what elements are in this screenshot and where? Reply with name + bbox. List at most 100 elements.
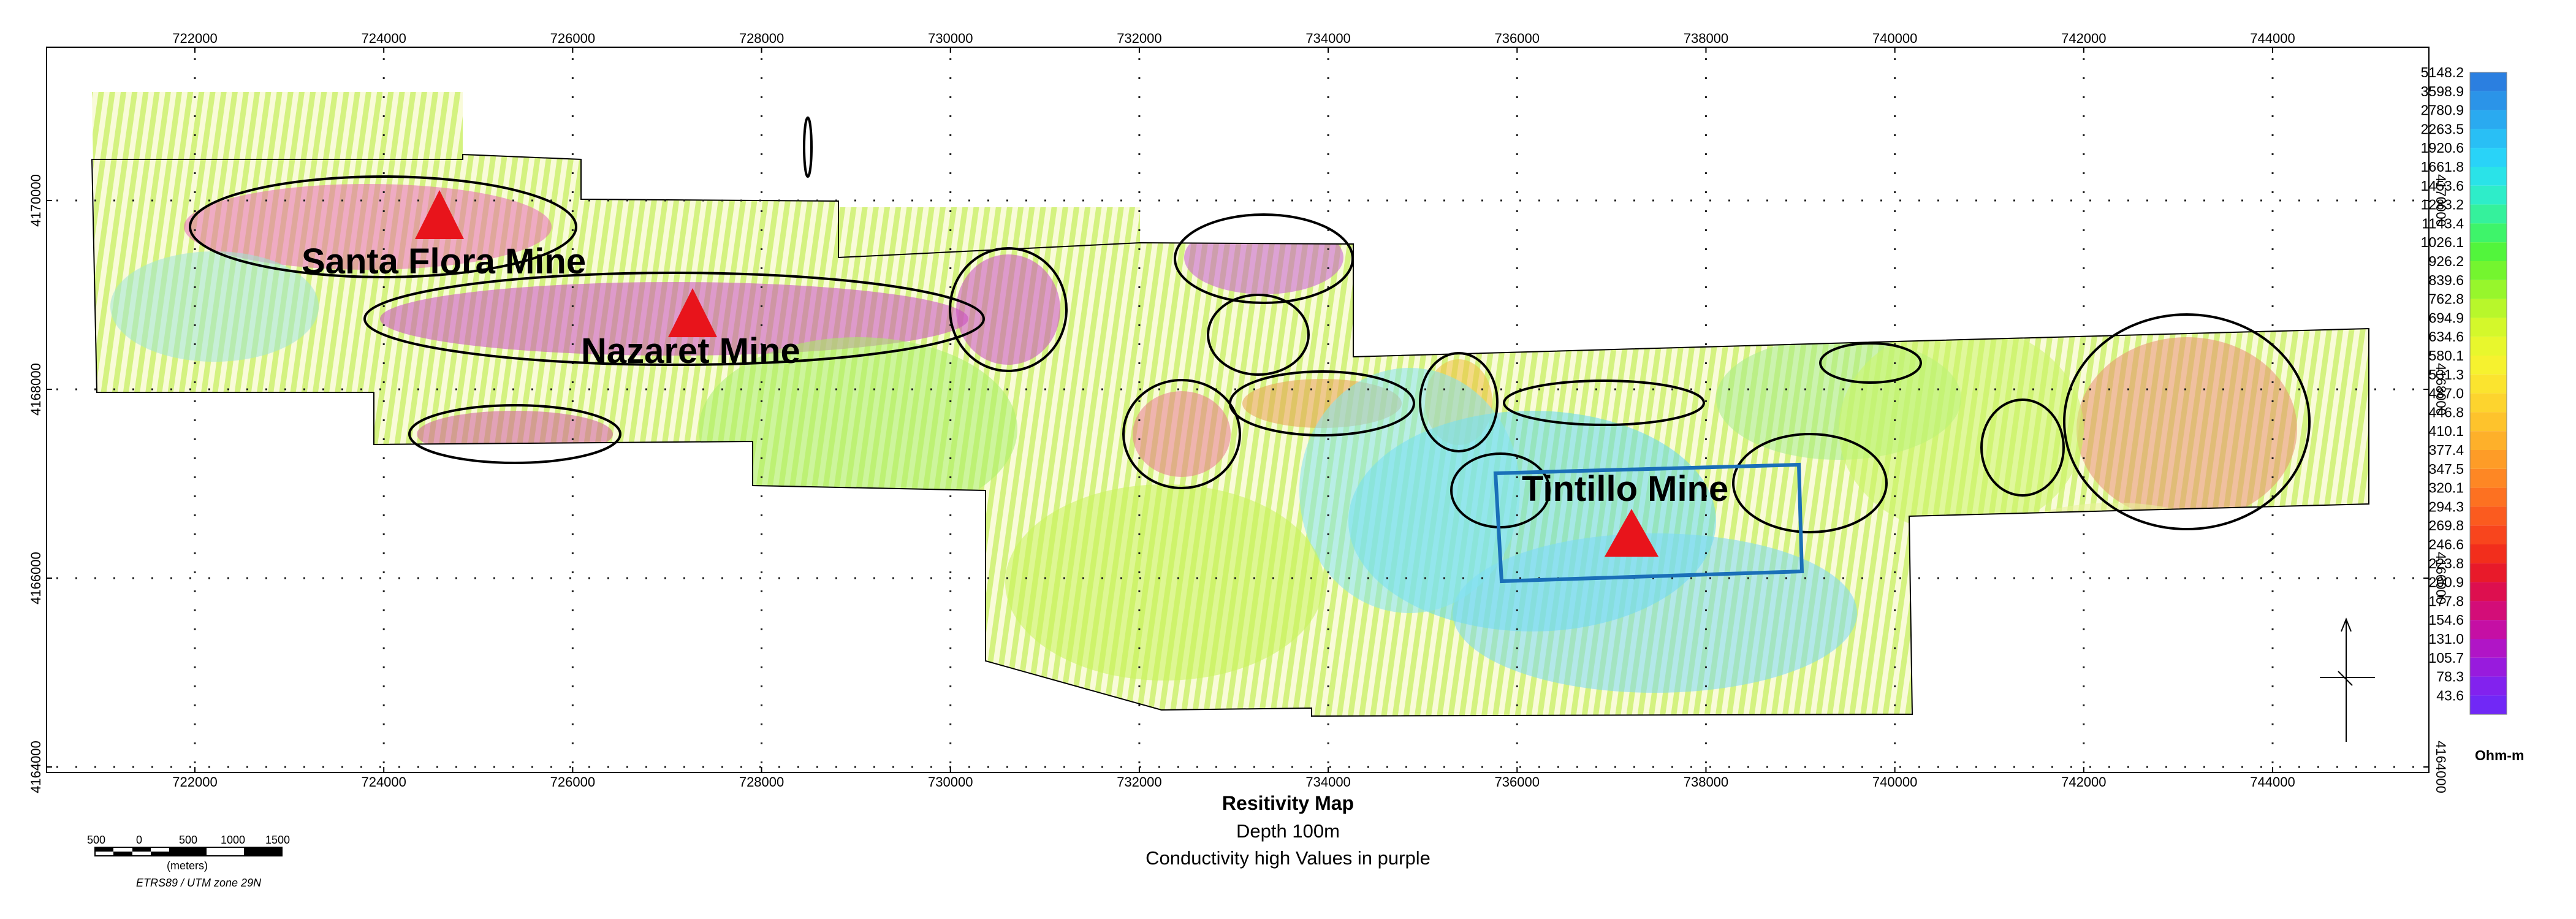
legend-value: 634.6 xyxy=(2428,329,2464,345)
legend-value: 78.3 xyxy=(2436,669,2464,685)
x-tick-label-bottom: 730000 xyxy=(928,774,973,790)
legend-swatch xyxy=(2470,393,2507,413)
resistivity-patch xyxy=(380,282,968,356)
y-tick-label-left: 4166000 xyxy=(28,552,44,604)
y-tick-label-left: 4170000 xyxy=(28,174,44,227)
map-subtitle-note: Conductivity high Values in purple xyxy=(1146,847,1430,869)
legend-value: 347.5 xyxy=(2428,461,2464,477)
legend-swatch xyxy=(2470,356,2507,375)
legend-value: 410.1 xyxy=(2428,423,2464,439)
legend-swatch xyxy=(2470,620,2507,639)
legend-swatch xyxy=(2470,337,2507,356)
scale-label-1: 0 xyxy=(136,834,142,846)
legend-value: 1453.6 xyxy=(2421,178,2464,194)
resistivity-patch xyxy=(699,337,1017,521)
legend-value: 1143.4 xyxy=(2422,215,2464,231)
map-subtitle-depth: Depth 100m xyxy=(1236,820,1340,842)
legend-value: 531.3 xyxy=(2428,367,2464,383)
legend-swatch xyxy=(2470,223,2507,243)
anomaly-ellipse xyxy=(189,175,577,278)
legend-swatch xyxy=(2470,639,2507,658)
x-tick-label-top: 738000 xyxy=(1684,31,1728,46)
legend-value: 1026.1 xyxy=(2421,234,2464,250)
x-tick-label-bottom: 744000 xyxy=(2250,774,2295,790)
anomaly-ellipse xyxy=(1229,370,1415,437)
legend-swatch xyxy=(2470,374,2507,394)
legend-value: 177.8 xyxy=(2428,593,2464,609)
x-tick-label-top: 744000 xyxy=(2250,31,2295,46)
y-tick-label-left: 4164000 xyxy=(28,741,44,793)
legend-value: 487.0 xyxy=(2428,386,2464,402)
resistivity-patch xyxy=(1453,533,1857,693)
anomaly-ellipse xyxy=(1174,213,1354,304)
legend-swatch xyxy=(2470,110,2507,129)
x-tick-label-top: 722000 xyxy=(172,31,217,46)
legend-value: 320.1 xyxy=(2428,480,2464,496)
y-tick-label-right: 4168000 xyxy=(2433,363,2449,416)
legend-swatch xyxy=(2470,676,2507,696)
legend-value: 1283.2 xyxy=(2421,197,2464,213)
x-tick-label-top: 740000 xyxy=(1872,31,1917,46)
x-tick-label-top: 734000 xyxy=(1305,31,1350,46)
legend-swatch xyxy=(2470,129,2507,148)
scale-label-0: 500 xyxy=(87,834,105,846)
legend-value: 294.3 xyxy=(2428,498,2464,514)
anomaly-ellipse xyxy=(2063,313,2311,530)
x-tick-label-top: 736000 xyxy=(1495,31,1540,46)
mine-label-tintillo: Tintillo Mine xyxy=(1522,469,1728,509)
santa-flora-marker-icon xyxy=(415,190,464,239)
legend-value: 223.8 xyxy=(2428,555,2464,571)
resistivity-patch xyxy=(110,251,319,362)
legend-value: 269.8 xyxy=(2428,517,2464,533)
legend-swatch xyxy=(2470,487,2507,507)
legend-swatch xyxy=(2470,148,2507,167)
x-tick-label-bottom: 732000 xyxy=(1117,774,1161,790)
survey-boundary xyxy=(91,153,2369,717)
legend-value: 694.9 xyxy=(2428,310,2464,326)
x-tick-label-bottom: 734000 xyxy=(1305,774,1350,790)
anomaly-ellipse xyxy=(1732,433,1888,533)
legend-unit: Ohm-m xyxy=(2475,747,2525,763)
x-tick-label-bottom: 740000 xyxy=(1872,774,1917,790)
legend-swatch xyxy=(2470,167,2507,186)
x-tick-label-top: 742000 xyxy=(2061,31,2106,46)
x-tick-label-bottom: 724000 xyxy=(361,774,406,790)
scale-label-4: 1500 xyxy=(265,834,290,846)
scale-label-3: 1000 xyxy=(221,834,245,846)
scale-label-2: 500 xyxy=(179,834,197,846)
legend-value: 154.6 xyxy=(2428,612,2464,628)
legend-swatch xyxy=(2470,91,2507,110)
x-axis-bottom: 722000 724000 726000 728000 730000 732000 7340… xyxy=(172,767,2295,790)
legend-value: 762.8 xyxy=(2428,291,2464,307)
legend-value: 446.8 xyxy=(2428,404,2464,420)
anomaly-ellipse xyxy=(408,404,621,464)
tintillo-survey-area xyxy=(1493,462,1804,584)
y-tick-label-right: 4164000 xyxy=(2433,741,2449,793)
tintillo-marker-icon xyxy=(1605,509,1658,557)
grid-dots xyxy=(56,58,2414,768)
resistivity-patch xyxy=(1839,325,2084,533)
legend-swatch xyxy=(2470,563,2507,582)
legend-swatch xyxy=(2470,544,2507,563)
scale-unit: (meters) xyxy=(167,860,208,872)
mine-markers xyxy=(415,190,1658,557)
y-tick-label-right: 4170000 xyxy=(2433,174,2449,227)
legend-swatch xyxy=(2470,299,2507,318)
legend-value: 246.6 xyxy=(2428,536,2464,552)
legend-value: 2780.9 xyxy=(2421,102,2464,118)
mine-label-nazaret: Nazaret Mine xyxy=(581,331,800,371)
x-tick-label-top: 724000 xyxy=(361,31,406,46)
legend-value: 926.2 xyxy=(2428,253,2464,269)
anomaly-outlines xyxy=(189,116,2311,533)
y-tick-label-left: 4168000 xyxy=(28,363,44,416)
mine-label-santa-flora: Santa Flora Mine xyxy=(302,242,586,281)
legend-value: 3598.9 xyxy=(2421,83,2464,99)
legend-swatch xyxy=(2470,506,2507,526)
legend-value: 105.7 xyxy=(2428,650,2464,666)
legend-swatch xyxy=(2470,450,2507,469)
x-tick-label-top: 728000 xyxy=(739,31,784,46)
anomaly-ellipse xyxy=(1207,294,1310,376)
legend-value: 377.4 xyxy=(2428,442,2464,458)
anomaly-ellipse xyxy=(1819,342,1922,384)
